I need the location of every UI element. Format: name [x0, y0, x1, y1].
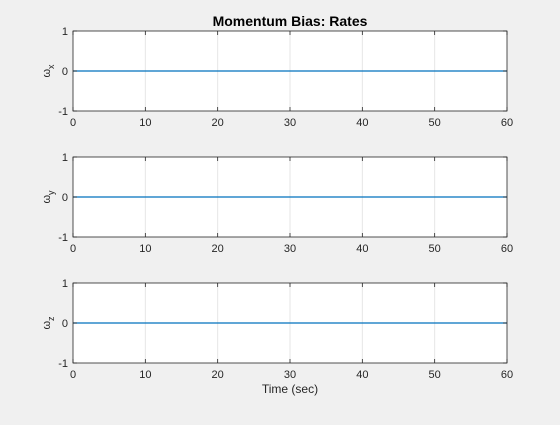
x-tick-label: 30	[284, 243, 296, 255]
x-tick-label: 30	[284, 369, 296, 381]
x-tick-label: 0	[70, 243, 76, 255]
y-tick-label: -1	[58, 232, 68, 244]
y-tick-label: 1	[62, 26, 68, 38]
x-tick-label: 50	[429, 243, 441, 255]
y-tick-label: 0	[62, 66, 68, 78]
x-tick-label: 0	[70, 369, 76, 381]
y-tick-label: 0	[62, 192, 68, 204]
x-axis-label: Time (sec)	[262, 382, 318, 396]
x-tick-label: 40	[356, 117, 368, 129]
x-tick-label: 60	[501, 243, 513, 255]
y-tick-label: 1	[62, 152, 68, 164]
x-tick-label: 10	[139, 117, 151, 129]
y-tick-label: -1	[58, 358, 68, 370]
x-tick-label: 50	[429, 117, 441, 129]
x-tick-label: 0	[70, 117, 76, 129]
y-axis-label-subscript: z	[46, 316, 56, 321]
y-axis-label-subscript: y	[46, 190, 56, 195]
x-tick-label: 20	[212, 117, 224, 129]
x-tick-label: 40	[356, 369, 368, 381]
y-tick-label: 1	[62, 278, 68, 290]
y-tick-label: -1	[58, 106, 68, 118]
x-tick-label: 10	[139, 243, 151, 255]
chart-title: Momentum Bias: Rates	[213, 13, 368, 29]
y-axis-label-subscript: x	[46, 64, 56, 69]
x-tick-label: 10	[139, 369, 151, 381]
x-tick-label: 30	[284, 117, 296, 129]
x-tick-label: 60	[501, 369, 513, 381]
x-tick-label: 40	[356, 243, 368, 255]
x-tick-label: 20	[212, 369, 224, 381]
x-tick-label: 50	[429, 369, 441, 381]
x-tick-label: 20	[212, 243, 224, 255]
y-tick-label: 0	[62, 318, 68, 330]
x-tick-label: 60	[501, 117, 513, 129]
